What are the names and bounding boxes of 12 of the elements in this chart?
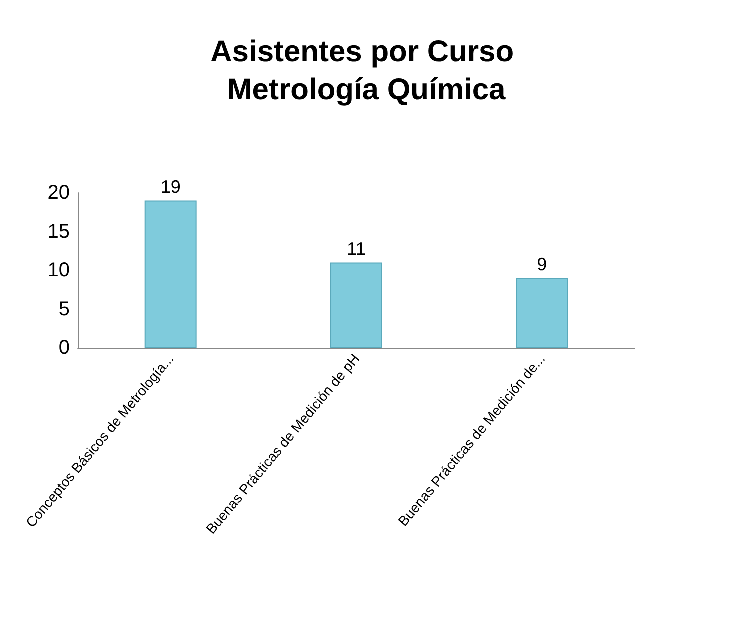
- y-tick-label: 5: [58, 298, 70, 320]
- y-tick-label: 15: [48, 220, 70, 243]
- data-label: 19: [160, 176, 181, 197]
- y-tick-label: 0: [58, 337, 70, 359]
- bar: [330, 262, 382, 348]
- y-tick-label: 20: [48, 182, 70, 204]
- y-tick-label: 10: [48, 260, 70, 282]
- bar: [144, 200, 197, 348]
- bar: [516, 278, 568, 348]
- data-label: 11: [347, 238, 366, 259]
- chart-title: Asistentes por Curso Metrología Química: [210, 36, 522, 106]
- data-label: 9: [537, 254, 548, 274]
